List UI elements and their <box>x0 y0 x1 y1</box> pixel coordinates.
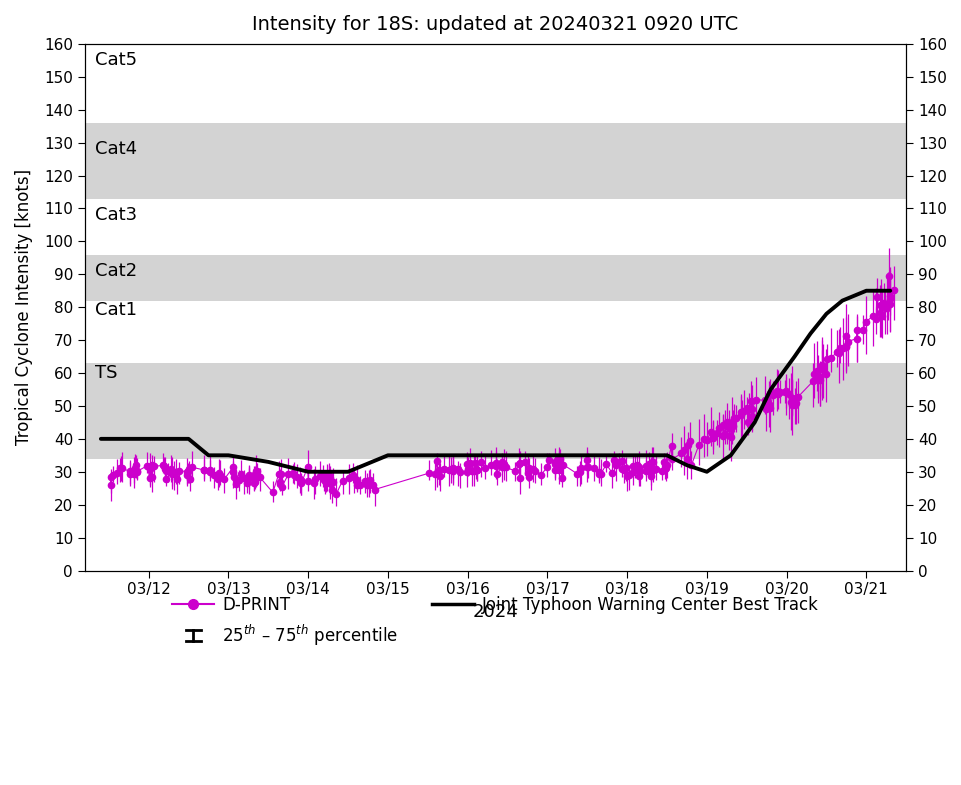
Joint Typhoon Warning Center Best Track <box>788 352 800 361</box>
Text: Cat1: Cat1 <box>95 301 136 319</box>
Bar <box>85 363 905 458</box>
Joint Typhoon Warning Center Best Track <box>680 461 692 470</box>
Text: Cat3: Cat3 <box>95 206 136 224</box>
Bar <box>85 254 905 301</box>
Joint Typhoon Warning Center Best Track <box>222 451 234 460</box>
Title: Intensity for 18S: updated at 20240321 0920 UTC: Intensity for 18S: updated at 20240321 0… <box>252 15 738 34</box>
Y-axis label: Tropical Cyclone Intensity [knots]: Tropical Cyclone Intensity [knots] <box>15 169 33 445</box>
Line: Joint Typhoon Warning Center Best Track: Joint Typhoon Warning Center Best Track <box>101 290 889 472</box>
Joint Typhoon Warning Center Best Track <box>621 451 632 460</box>
Joint Typhoon Warning Center Best Track <box>660 451 672 460</box>
Joint Typhoon Warning Center Best Track <box>95 434 107 444</box>
Joint Typhoon Warning Center Best Track <box>701 467 712 476</box>
Joint Typhoon Warning Center Best Track <box>764 385 776 394</box>
Text: Cat4: Cat4 <box>95 141 136 159</box>
Joint Typhoon Warning Center Best Track <box>860 286 872 295</box>
Text: Cat5: Cat5 <box>95 51 136 69</box>
Joint Typhoon Warning Center Best Track <box>183 434 194 444</box>
Joint Typhoon Warning Center Best Track <box>580 451 592 460</box>
Joint Typhoon Warning Center Best Track <box>725 451 736 460</box>
Joint Typhoon Warning Center Best Track <box>749 418 760 427</box>
Legend: D-PRINT, 25$^{th}$ – 75$^{th}$ percentile, Joint Typhoon Warning Center Best Tra: D-PRINT, 25$^{th}$ – 75$^{th}$ percentil… <box>165 590 825 655</box>
Bar <box>85 0 905 123</box>
Bar <box>85 301 905 363</box>
Joint Typhoon Warning Center Best Track <box>541 451 553 460</box>
Joint Typhoon Warning Center Best Track <box>302 467 313 476</box>
Joint Typhoon Warning Center Best Track <box>836 296 848 305</box>
Joint Typhoon Warning Center Best Track <box>143 434 155 444</box>
X-axis label: 2024: 2024 <box>472 603 518 621</box>
Joint Typhoon Warning Center Best Track <box>502 451 513 460</box>
Joint Typhoon Warning Center Best Track <box>203 451 214 460</box>
Bar <box>85 123 905 199</box>
Joint Typhoon Warning Center Best Track <box>382 451 393 460</box>
Joint Typhoon Warning Center Best Track <box>883 286 895 295</box>
Joint Typhoon Warning Center Best Track <box>262 457 274 466</box>
Text: Cat2: Cat2 <box>95 262 136 280</box>
Joint Typhoon Warning Center Best Track <box>342 467 354 476</box>
Joint Typhoon Warning Center Best Track <box>804 329 816 338</box>
Joint Typhoon Warning Center Best Track <box>461 451 473 460</box>
Joint Typhoon Warning Center Best Track <box>430 451 441 460</box>
Bar <box>85 199 905 254</box>
Text: TS: TS <box>95 364 117 382</box>
Joint Typhoon Warning Center Best Track <box>413 451 425 460</box>
Joint Typhoon Warning Center Best Track <box>820 309 831 319</box>
